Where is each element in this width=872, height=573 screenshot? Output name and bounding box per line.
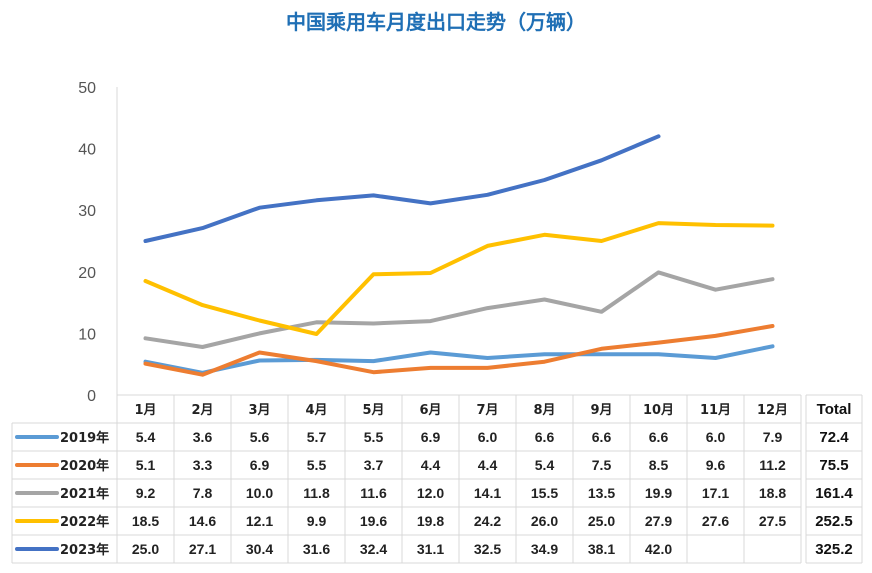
- data-label: 34.9: [531, 541, 558, 557]
- data-label: 14.1: [474, 485, 501, 501]
- data-label: 6.6: [535, 429, 555, 445]
- data-label: 5.5: [307, 457, 327, 473]
- y-tick-label: 10: [78, 326, 96, 343]
- data-label: 6.6: [592, 429, 612, 445]
- total-value: 252.5: [815, 513, 853, 530]
- total-value: 161.4: [815, 485, 853, 502]
- data-label: 31.1: [417, 541, 444, 557]
- data-label: 27.1: [189, 541, 216, 557]
- data-label: 11.2: [759, 457, 786, 473]
- x-tick-label: 5月: [362, 403, 384, 418]
- data-label: 25.0: [588, 513, 615, 529]
- data-label: 6.6: [649, 429, 669, 445]
- data-label: 5.7: [307, 429, 327, 445]
- data-label: 5.5: [364, 429, 384, 445]
- data-label: 18.8: [759, 485, 786, 501]
- y-tick-label: 30: [78, 203, 96, 220]
- legend-label: 2023年: [60, 542, 109, 558]
- data-label: 14.6: [189, 513, 216, 529]
- data-label: 10.0: [246, 485, 273, 501]
- data-table: 1月 2月 3月 4月 5月 6月 7月 8月 9月 10月 11月 12月 Total 2019年 5.4…: [11, 394, 863, 564]
- data-label: 13.5: [588, 485, 615, 501]
- data-label: 7.5: [592, 457, 612, 473]
- data-label: 7.9: [763, 429, 783, 445]
- data-label: 5.1: [136, 457, 156, 473]
- x-tick-label: 8月: [533, 403, 555, 418]
- data-label: 19.8: [417, 513, 444, 529]
- legend-label: 2020年: [60, 458, 109, 474]
- x-tick-label: 3月: [248, 403, 270, 418]
- data-label: 31.6: [303, 541, 330, 557]
- data-label: 27.5: [759, 513, 786, 529]
- legend-label: 2022年: [60, 514, 109, 530]
- x-tick-label: 10月: [643, 403, 674, 418]
- chart-title: 中国乘用车月度出口走势（万辆）: [286, 10, 586, 34]
- data-label: 32.4: [360, 541, 387, 557]
- data-label: 11.6: [360, 485, 387, 501]
- data-label: 12.0: [417, 485, 444, 501]
- legend-label: 2021年: [60, 486, 109, 502]
- y-tick-label: 40: [78, 142, 96, 159]
- x-tick-label: 1月: [134, 403, 156, 418]
- legend-label: 2019年: [60, 430, 109, 446]
- data-label: 9.6: [706, 457, 726, 473]
- series-line: [143, 270, 775, 349]
- data-label: 27.6: [702, 513, 729, 529]
- total-header: Total: [817, 401, 852, 418]
- total-value: 325.2: [815, 541, 853, 558]
- x-tick-label: 2月: [191, 403, 213, 418]
- x-tick-label: 7月: [476, 403, 498, 418]
- data-label: 7.8: [193, 485, 213, 501]
- total-value: 72.4: [819, 429, 849, 446]
- x-tick-label: 6月: [419, 403, 441, 418]
- data-label: 18.5: [132, 513, 159, 529]
- y-tick-label: 50: [78, 80, 96, 97]
- data-label: 30.4: [246, 541, 273, 557]
- data-label: 9.9: [307, 513, 327, 529]
- data-label: 5.4: [136, 429, 156, 445]
- data-label: 3.3: [193, 457, 213, 473]
- data-label: 6.9: [421, 429, 441, 445]
- x-tick-label: 12月: [757, 403, 788, 418]
- x-tick-label: 9月: [590, 403, 612, 418]
- total-value: 75.5: [819, 457, 848, 474]
- y-tick-label: 0: [87, 388, 96, 405]
- data-label: 12.1: [246, 513, 273, 529]
- data-label: 9.2: [136, 485, 156, 501]
- data-label: 32.5: [474, 541, 501, 557]
- data-label: 38.1: [588, 541, 615, 557]
- y-tick-label: 20: [78, 265, 96, 282]
- data-label: 8.5: [649, 457, 669, 473]
- data-label: 17.1: [702, 485, 729, 501]
- axes: 0 10 20 30 40 50: [78, 80, 118, 405]
- data-label: 42.0: [645, 541, 672, 557]
- series-lines: [143, 134, 775, 377]
- data-label: 15.5: [531, 485, 558, 501]
- data-label: 5.6: [250, 429, 270, 445]
- data-label: 3.6: [193, 429, 213, 445]
- series-line: [143, 221, 775, 336]
- data-label: 6.0: [478, 429, 498, 445]
- data-label: 3.7: [364, 457, 384, 473]
- series-line: [143, 324, 775, 377]
- x-tick-label: 4月: [305, 403, 327, 418]
- data-label: 27.9: [645, 513, 672, 529]
- data-label: 4.4: [421, 457, 441, 473]
- data-label: 4.4: [478, 457, 498, 473]
- data-label: 11.8: [303, 485, 330, 501]
- data-label: 25.0: [132, 541, 159, 557]
- data-label: 6.0: [706, 429, 726, 445]
- data-label: 6.9: [250, 457, 270, 473]
- data-label: 19.6: [360, 513, 387, 529]
- series-line: [143, 134, 661, 243]
- data-label: 26.0: [531, 513, 558, 529]
- data-label: 5.4: [535, 457, 555, 473]
- data-label: 19.9: [645, 485, 672, 501]
- data-label: 24.2: [474, 513, 501, 529]
- x-tick-label: 11月: [700, 403, 731, 418]
- series-line: [143, 344, 775, 375]
